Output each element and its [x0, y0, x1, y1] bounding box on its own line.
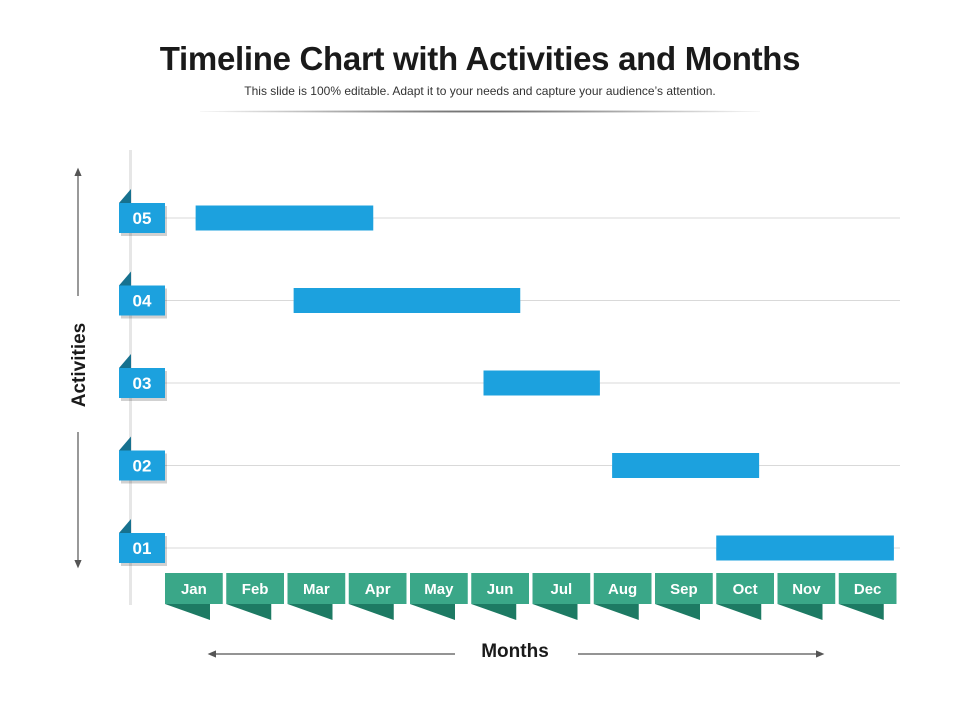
- month-tab-fold: [471, 604, 517, 620]
- month-tab-fold: [593, 604, 639, 620]
- month-tab-fold: [716, 604, 762, 620]
- month-tab-fold: [348, 604, 394, 620]
- month-tick-label: Feb: [242, 581, 269, 598]
- month-tab-fold: [655, 604, 700, 620]
- activity-tag-label: 01: [133, 539, 152, 558]
- activity-tag-fold: [119, 354, 131, 368]
- month-tick-label: Jul: [551, 581, 573, 598]
- month-tick-label: Dec: [854, 581, 882, 598]
- month-tab-jul: [532, 573, 591, 604]
- activity-tag-label: 05: [133, 209, 152, 228]
- month-tab-fold: [287, 604, 333, 620]
- activity-tag-label: 03: [133, 374, 152, 393]
- month-tab-apr: [348, 573, 407, 604]
- month-tick-label: Nov: [792, 581, 821, 598]
- month-tab-nov: [777, 573, 836, 604]
- month-tick-label: Aug: [608, 581, 637, 598]
- month-tick-label: Jun: [487, 581, 514, 598]
- month-tick-label: May: [424, 581, 454, 598]
- activity-tag-label: 04: [133, 292, 152, 311]
- activity-tags: 05 04 03 02 01: [119, 189, 167, 566]
- month-tabs: Jan Feb Mar Apr May Jun Jul Aug Sep Oct Nov Dec: [165, 573, 897, 620]
- page-subtitle: This slide is 100% editable. Adapt it to…: [244, 84, 716, 98]
- month-tick-label: Apr: [365, 581, 391, 598]
- activity-bars: [195, 205, 894, 561]
- month-tab-sep: [655, 573, 713, 604]
- activity-bar-05: [195, 205, 374, 231]
- activity-bar-04: [293, 288, 521, 313]
- activity-bar-02: [612, 453, 760, 478]
- month-tick-label: Sep: [670, 581, 698, 598]
- activity-bar-01: [716, 535, 894, 561]
- month-tab-oct: [716, 573, 774, 604]
- month-tab-mar: [287, 573, 346, 604]
- activity-tag-01: [119, 533, 165, 563]
- month-tick-label: Mar: [303, 581, 330, 598]
- activity-tag-fold: [119, 189, 131, 203]
- month-tab-jan: [165, 573, 223, 604]
- month-tab-jun: [471, 573, 529, 604]
- activity-tag-05: [119, 203, 165, 233]
- month-tab-fold: [777, 604, 823, 620]
- activity-tag-fold: [119, 519, 131, 533]
- activity-tag-02: [119, 450, 165, 481]
- month-tick-label: Jan: [181, 581, 207, 598]
- title-divider: [200, 110, 760, 113]
- page-title: Timeline Chart with Activities and Month…: [159, 40, 801, 77]
- month-tab-feb: [226, 573, 284, 604]
- activity-tag-03: [119, 368, 165, 398]
- month-tab-fold: [165, 604, 210, 620]
- activity-bar-03: [483, 370, 600, 396]
- month-tab-fold: [226, 604, 272, 620]
- y-axis-label-wrapper: Activities: [60, 315, 100, 415]
- month-tab-fold: [532, 604, 578, 620]
- activity-tag-fold: [119, 436, 131, 451]
- activity-tag-04: [119, 285, 165, 316]
- month-tick-label: Oct: [733, 581, 758, 598]
- month-tab-fold: [410, 604, 455, 620]
- month-tab-fold: [838, 604, 884, 620]
- month-tab-aug: [593, 573, 652, 604]
- activity-tag-fold: [119, 271, 131, 286]
- month-tab-dec: [838, 573, 897, 604]
- activity-tag-label: 02: [133, 457, 152, 476]
- y-axis-label: Activities: [69, 322, 90, 408]
- x-axis-label: Months: [481, 641, 549, 662]
- month-tab-may: [410, 573, 468, 604]
